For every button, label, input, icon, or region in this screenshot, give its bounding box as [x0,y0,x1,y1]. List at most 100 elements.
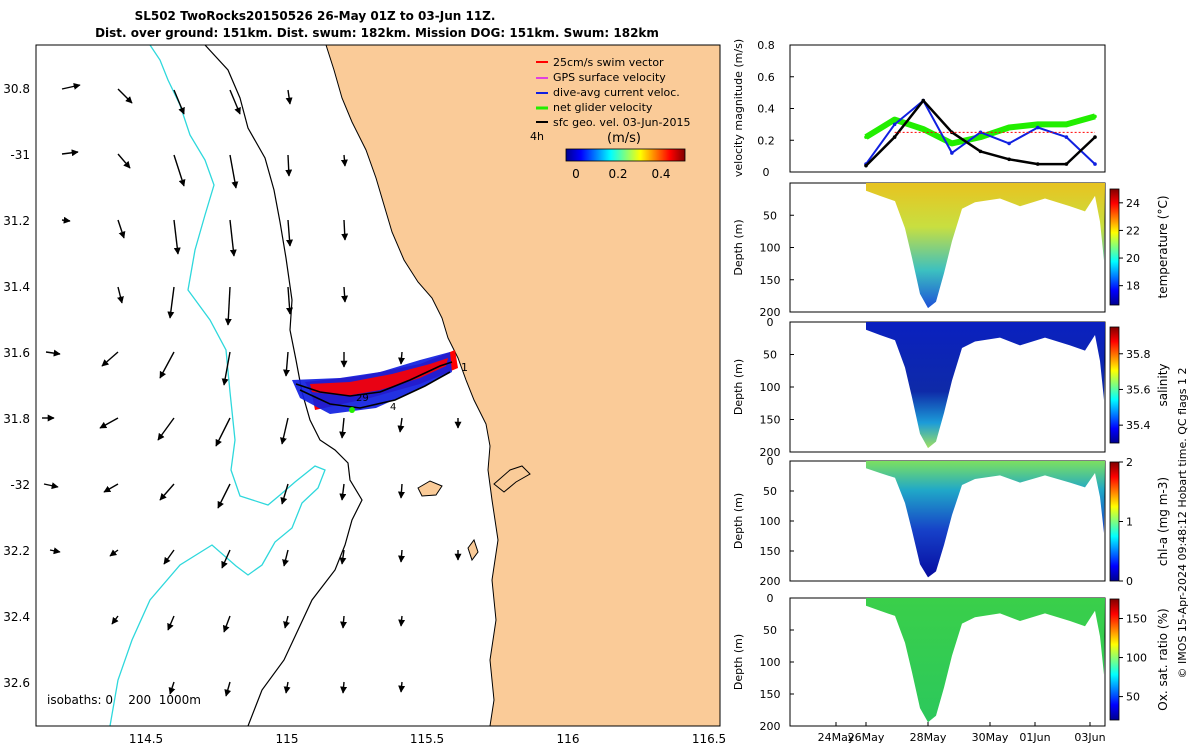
title-line-2: Dist. over ground: 151km. Dist. swum: 18… [95,26,659,40]
y-tick-label: 100 [760,381,781,394]
colorbar-tick-label: 20 [1126,252,1140,265]
colorbar-tick-label: 35.4 [1126,419,1151,432]
data-point [1064,135,1069,139]
data-point [921,127,926,131]
y-tick-label: 100 [760,656,781,669]
colorbar-tick-label: 18 [1126,280,1140,293]
legend-entry: net glider velocity [553,101,653,114]
section-field [866,461,1105,578]
data-point [978,149,983,154]
depth-ylabel: Depth (m) [732,359,745,415]
y-tick-label: 0.8 [757,39,775,52]
y-tick: 32.4 [3,610,30,624]
track-label: 1 [461,361,468,374]
data-point [864,163,868,168]
section-panel: 0 50 100 150 200 Depth (m) 0 1 2 chl-a (mg m-3) [732,455,1170,588]
data-point [892,117,897,122]
colorbar-tick: 0.2 [608,167,627,181]
x-tick-label: 03Jun [1074,731,1105,744]
section-panel: 50 100 150 200 Depth (m) 18 20 22 24 temperature … [732,182,1170,319]
land [325,45,720,726]
x-tick: 114.5 [129,732,163,746]
colorbar-tick: 0.4 [651,167,670,181]
y-tick-label: 150 [760,545,781,558]
section-field [866,598,1105,723]
x-tick: 115.5 [410,732,444,746]
velocity-axes [789,44,1106,173]
y-tick: 32.6 [3,676,30,690]
x-tick: 116 [557,732,580,746]
y-tick: 31.6 [3,346,30,360]
colorbar-tick-label: 1 [1126,516,1133,529]
legend-entry: 25cm/s swim vector [553,56,664,69]
colorbar-tick-label: 100 [1126,652,1147,665]
map-legend: 25cm/s swim vector GPS surface velocity … [530,56,690,181]
colorbar-tick-label: 2 [1126,456,1133,469]
colorbar-tick-label: 35.8 [1126,348,1151,361]
island [417,480,443,497]
data-point [950,151,954,155]
y-tick-label: 0 [763,166,770,179]
colorbar [1109,188,1120,306]
colorbar [1109,461,1120,582]
track-label: 29 [356,393,369,404]
data-point [1035,122,1040,127]
variable-label: salinity [1156,363,1170,406]
colorbar-tick-label: 24 [1126,197,1140,210]
y-tick-label: 100 [760,515,781,528]
colorbar-tick-label: 150 [1126,613,1147,626]
data-point [1093,162,1097,166]
y-tick-label: 50 [763,485,777,498]
data-point [1007,157,1011,162]
colorbar-tick-label: 0 [1126,575,1133,588]
y-tick: 31.8 [3,412,30,426]
data-point [1035,162,1040,166]
data-point [864,135,868,139]
colorbar [1109,326,1120,444]
velocity-ylabel: velocity magnitude (m/s) [732,39,745,177]
island [467,538,479,562]
y-tick-label: 0 [767,316,774,329]
colorbar-tick-label: 35.6 [1126,383,1151,396]
x-tick-label: 26May [848,731,885,744]
map-frame [35,44,721,727]
y-tick-label: 200 [760,720,781,733]
variable-label: chl-a (mg m-3) [1156,477,1170,566]
y-tick-label: 50 [763,624,777,637]
data-point [1007,141,1011,146]
track-label: 4 [390,402,396,413]
data-point [1064,162,1069,166]
y-tick: 30.8 [3,82,30,96]
speed-colorbar [565,148,686,162]
depth-ylabel: Depth (m) [732,493,745,549]
y-tick-label: 200 [760,575,781,588]
isobaths-label: isobaths: 0 200 1000m [47,693,201,707]
x-tick-label: 01Jun [1019,731,1050,744]
data-point [892,122,897,127]
isobath-1000 [204,45,363,726]
colorbar-tick-label: 50 [1126,691,1140,704]
y-tick-label: 150 [760,414,781,427]
data-point [950,141,954,146]
y-tick-label: 150 [760,274,781,287]
x-tick-label: 30May [972,731,1009,744]
data-point [1035,125,1040,130]
x-tick: 115 [276,732,299,746]
y-tick: 31.4 [3,280,30,294]
y-tick-label: 50 [763,209,777,222]
colorbar [1109,598,1120,721]
map-x-ticks: 114.5 115 115.5 116 116.5 [129,732,726,746]
data-point [1093,114,1097,119]
net-velocity-marker [349,407,355,413]
velocity-panel: 0 0.2 0.4 0.6 0.8 velocity magnitude (m/s) [732,39,1106,179]
data-point [1007,125,1011,130]
depth-ylabel: Depth (m) [732,219,745,275]
y-tick-label: 150 [760,688,781,701]
map-y-ticks: 30.8 -31 31.2 31.4 31.6 31.8 -32 32.2 32… [3,82,30,690]
x-tick: 116.5 [692,732,726,746]
geostrophic-vectors [42,82,462,697]
y-tick-label: 200 [760,446,781,459]
isobath-200 [109,45,326,726]
